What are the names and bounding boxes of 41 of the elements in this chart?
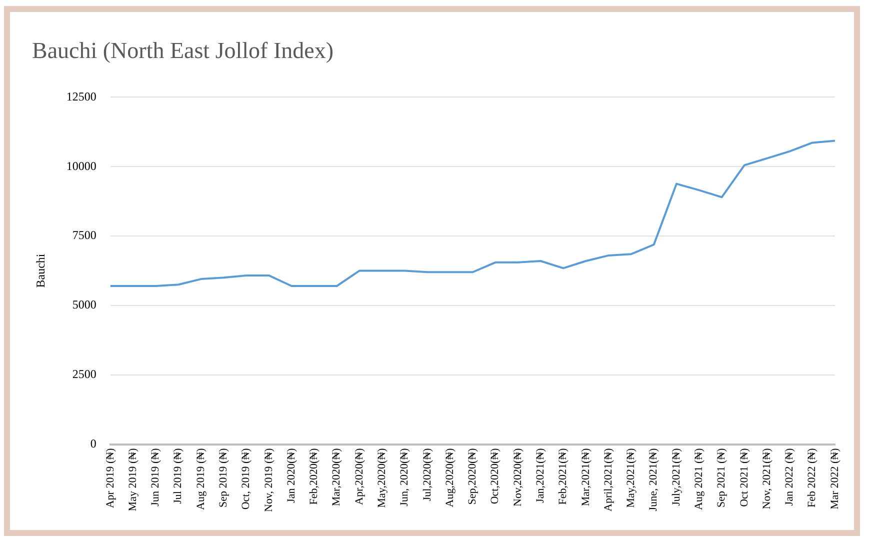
y-tick-label: 7500	[72, 228, 96, 242]
x-tick-label: Aug,2020(₦)	[444, 448, 456, 508]
x-tick-label: Jan,2021(₦)	[534, 448, 547, 503]
x-tick-label: May 2019 (₦)	[126, 448, 139, 512]
x-tick-label: Apr 2019 (₦)	[104, 448, 116, 508]
x-tick-label: Mar 2022 (₦)	[828, 448, 841, 510]
y-tick-label: 12500	[66, 89, 96, 104]
y-tick-label: 0	[90, 436, 96, 450]
x-tick-label: Oct,2020(₦)	[489, 448, 502, 504]
x-tick-label: May,2021(₦)	[625, 448, 638, 508]
y-tick-label: 10000	[66, 158, 96, 173]
x-tick-label: Jan 2022 (₦)	[784, 448, 796, 506]
x-tick-label: Mar,2020(₦)	[330, 448, 343, 506]
x-tick-label: Jun 2019 (₦)	[150, 448, 162, 506]
x-tick-label: Feb,2020(₦)	[308, 448, 320, 505]
x-tick-label: Aug 2021 (₦)	[693, 448, 706, 510]
x-tick-label: May,2020(₦)	[376, 448, 388, 508]
x-tick-label: Feb 2022 (₦)	[806, 448, 818, 508]
x-tick-label: Sep,2020(₦)	[466, 448, 479, 505]
x-tick-label: Nov,2020(₦)	[512, 448, 524, 506]
x-tick-label: Jan 2020(₦)	[285, 448, 298, 503]
x-tick-label: Feb,2021(₦)	[557, 448, 570, 505]
x-tick-label: Oct, 2019 (₦)	[240, 448, 252, 510]
x-tick-label: Oct 2021 (₦)	[738, 448, 750, 507]
y-axis-title: Bauchi	[33, 253, 48, 288]
x-tick-label: Sep 2019 (₦)	[218, 448, 230, 508]
x-tick-label: Mar,2021(₦)	[580, 448, 592, 506]
x-tick-label: April,2021(₦)	[602, 448, 614, 512]
x-tick-label: July,2021(₦)	[670, 448, 682, 506]
chart-title: Bauchi (North East Jollof Index)	[32, 38, 334, 64]
x-tick-label: Nov, 2021(₦)	[760, 448, 773, 510]
x-tick-label: Sep 2021 (₦)	[716, 448, 728, 508]
x-tick-label: Jul 2019 (₦)	[172, 448, 184, 504]
y-tick-label: 5000	[72, 298, 96, 312]
x-tick-label: Jul,2020(₦)	[421, 448, 434, 502]
x-tick-label: Aug 2019 (₦)	[194, 448, 207, 510]
x-tick-label: June, 2021(₦)	[648, 448, 660, 512]
x-tick-label: Apr,2020(₦)	[353, 448, 366, 505]
x-tick-label: Nov, 2019 (₦)	[262, 448, 275, 512]
x-tick-label: Jun, 2020(₦)	[398, 448, 411, 506]
y-tick-label: 2500	[72, 366, 96, 381]
